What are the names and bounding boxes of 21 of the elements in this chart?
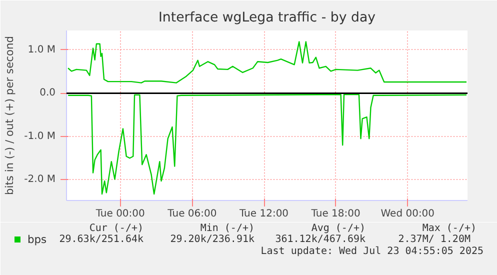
text: Cur (-/+) <box>89 223 144 234</box>
y-tick-label: 0.0 <box>40 88 56 99</box>
text: 2.37M/ 1.20M <box>398 234 470 245</box>
y-tick-label: -1.0 M <box>24 130 56 142</box>
x-tick-label: Tue 18:00 <box>310 208 360 220</box>
x-tick-label: Wed 00:00 <box>380 208 435 220</box>
x-tick-label: Tue 06:00 <box>166 208 217 220</box>
text: 29.20k/236.91k <box>170 234 255 245</box>
chart-title: Interface wgLega traffic - by day <box>158 10 376 26</box>
text: 29.63k/251.64k <box>59 234 144 245</box>
text: Min (-/+) <box>200 223 255 234</box>
x-tick-label: Tue 00:00 <box>94 208 145 220</box>
x-tick-label: Tue 12:00 <box>238 208 289 220</box>
y-tick-label: -2.0 M <box>24 174 56 186</box>
legend-label: bps <box>28 233 48 246</box>
text: Max (-/+) <box>422 223 477 234</box>
text: Avg (-/+) <box>311 223 366 234</box>
y-axis-title: bits in (-) / out (+) per second <box>3 36 16 196</box>
text: Last update: Wed Jul 23 04:55:05 2025 <box>260 246 484 257</box>
text: 361.12k/467.69k <box>275 234 366 245</box>
y-tick-label: 1.0 M <box>28 44 56 56</box>
